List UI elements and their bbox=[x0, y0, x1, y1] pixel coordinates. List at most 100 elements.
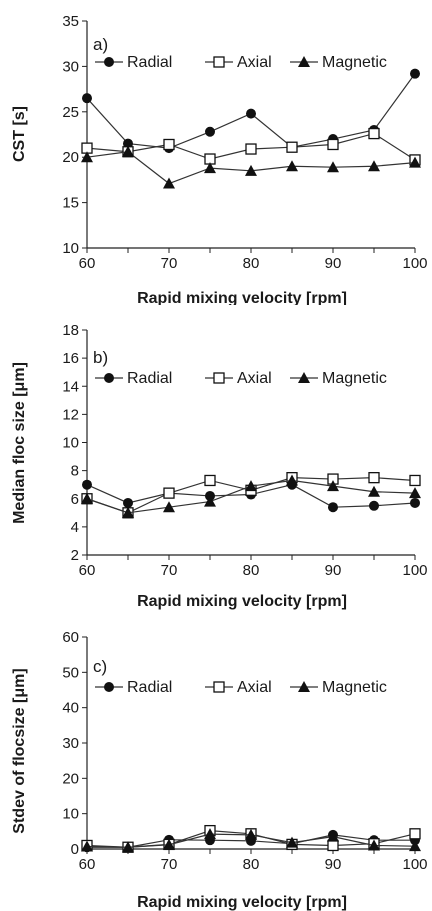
chart-b-y-tick-label: 12 bbox=[62, 406, 79, 423]
chart-b-magnetic-point bbox=[245, 480, 257, 492]
chart-b-y-tick-label: 4 bbox=[71, 519, 79, 536]
chart-b-magnetic-point bbox=[286, 474, 298, 486]
chart-b-y-tick-label: 2 bbox=[71, 547, 79, 564]
chart-a-magnetic-point bbox=[81, 151, 93, 163]
chart-c-x-tick-label: 90 bbox=[325, 856, 342, 873]
chart-a-x-tick-label: 70 bbox=[161, 255, 178, 272]
panel-c-label: c) bbox=[93, 657, 107, 676]
chart-a-y-tick-label: 20 bbox=[62, 149, 79, 166]
chart-b-y-tick-label: 10 bbox=[62, 435, 79, 452]
chart-c-y-tick-label: 40 bbox=[62, 700, 79, 717]
chart-c-axial-point bbox=[409, 828, 421, 840]
chart-a-x-tick-label: 60 bbox=[79, 255, 96, 272]
chart-b-x-tick-label: 80 bbox=[243, 562, 260, 579]
chart-panel-c: c) Rapid mixing velocity [rpm] Stdev of … bbox=[0, 615, 432, 911]
chart-c-magnetic-point bbox=[81, 840, 93, 852]
chart-a-magnetic-point bbox=[122, 145, 134, 157]
chart-b-y-tick-label: 6 bbox=[71, 491, 79, 508]
chart-a-axial-point bbox=[163, 138, 175, 151]
chart-a-axial-point bbox=[327, 138, 339, 151]
chart-b-legend-marker bbox=[213, 372, 225, 384]
chart-b-y-tick-label: 18 bbox=[62, 322, 79, 339]
chart-a-y-tick-label: 30 bbox=[62, 58, 79, 75]
chart-a-axial-point bbox=[368, 127, 380, 140]
chart-b-radial-point bbox=[328, 502, 338, 513]
chart-c-legend-label: Axial bbox=[237, 679, 272, 696]
chart-b-axial-point bbox=[368, 472, 380, 484]
chart-a-legend-label: Axial bbox=[237, 54, 272, 71]
chart-b-x-tick-label: 70 bbox=[161, 562, 178, 579]
chart-c-magnetic-point bbox=[204, 828, 216, 840]
chart-c-y-tick-label: 50 bbox=[62, 664, 79, 681]
chart-c-magnetic-point bbox=[122, 841, 134, 853]
chart-a-magnetic-point bbox=[368, 160, 380, 172]
chart-a-svg: a) Rapid mixing velocity [rpm] CST [s] 1… bbox=[11, 13, 428, 305]
chart-a-legend-marker bbox=[298, 56, 310, 67]
chart-a-legend-marker bbox=[104, 57, 114, 67]
chart-c-magnetic-point bbox=[409, 840, 421, 852]
chart-c-magnetic-point bbox=[286, 836, 298, 848]
chart-b-xlabel: Rapid mixing velocity [rpm] bbox=[137, 593, 347, 610]
chart-b-legend-label: Magnetic bbox=[322, 370, 387, 387]
chart-b-ylabel: Median floc size [μm] bbox=[11, 362, 28, 524]
chart-b-magnetic-point bbox=[409, 487, 421, 499]
panel-a-label: a) bbox=[93, 35, 108, 54]
chart-b-axial-point bbox=[163, 487, 175, 499]
chart-c-x-tick-label: 80 bbox=[243, 856, 260, 873]
chart-a-xlabel: Rapid mixing velocity [rpm] bbox=[137, 290, 347, 305]
chart-a-y-tick-label: 15 bbox=[62, 195, 79, 212]
chart-c-ylabel: Stdev of flocsize [μm] bbox=[11, 668, 28, 833]
chart-panel-a: a) Rapid mixing velocity [rpm] CST [s] 1… bbox=[0, 0, 432, 305]
chart-b-x-tick-label: 100 bbox=[402, 562, 427, 579]
chart-a-ylabel: CST [s] bbox=[11, 106, 28, 162]
chart-a-axial-point bbox=[245, 143, 257, 155]
chart-c-y-tick-label: 20 bbox=[62, 770, 79, 787]
chart-c-x-tick-label: 60 bbox=[79, 856, 96, 873]
chart-c-legend-marker bbox=[298, 681, 310, 692]
chart-b-legend-marker bbox=[104, 373, 114, 383]
chart-a-x-tick-label: 80 bbox=[243, 255, 260, 272]
chart-b-magnetic-point bbox=[327, 480, 339, 492]
chart-c-y-tick-label: 10 bbox=[62, 806, 79, 823]
chart-c-y-tick-label: 60 bbox=[62, 629, 79, 646]
chart-a-magnetic-point bbox=[327, 161, 339, 173]
chart-a-y-tick-label: 35 bbox=[62, 13, 79, 30]
chart-b-legend-label: Axial bbox=[237, 370, 272, 387]
chart-a-legend-marker bbox=[213, 56, 225, 68]
chart-c-axial-point bbox=[327, 839, 339, 852]
chart-a-radial-point bbox=[123, 138, 133, 149]
chart-a-radial-point bbox=[246, 108, 256, 119]
chart-a-legend-label: Radial bbox=[127, 54, 172, 71]
chart-a-magnetic-point bbox=[163, 177, 175, 189]
chart-b-y-tick-label: 14 bbox=[62, 378, 79, 395]
chart-b-axial-point bbox=[409, 474, 421, 487]
chart-b-magnetic-point bbox=[368, 485, 380, 497]
chart-b-axial-point bbox=[204, 474, 216, 487]
chart-c-legend-marker bbox=[213, 681, 225, 693]
chart-a-radial-point bbox=[205, 126, 215, 137]
chart-c-x-tick-label: 70 bbox=[161, 856, 178, 873]
chart-a-y-tick-label: 10 bbox=[62, 240, 79, 257]
chart-a-x-tick-label: 90 bbox=[325, 255, 342, 272]
chart-a-magnetic-point bbox=[204, 162, 216, 174]
chart-c-y-tick-label: 30 bbox=[62, 735, 79, 752]
chart-b-magnetic-point bbox=[122, 506, 134, 518]
chart-b-magnetic-point bbox=[204, 495, 216, 507]
chart-a-x-tick-label: 100 bbox=[402, 255, 427, 272]
chart-a-magnetic-point bbox=[286, 160, 298, 172]
chart-a-axial-point bbox=[286, 141, 298, 153]
chart-b-y-tick-label: 16 bbox=[62, 350, 79, 367]
chart-c-y-tick-label: 0 bbox=[71, 841, 79, 858]
chart-a-radial-point bbox=[82, 93, 92, 104]
chart-a-magnetic-point bbox=[245, 164, 257, 176]
chart-a-legend-label: Magnetic bbox=[322, 54, 387, 71]
chart-c-xlabel: Rapid mixing velocity [rpm] bbox=[137, 894, 347, 911]
chart-c-magnetic-point bbox=[245, 828, 257, 840]
chart-c-magnetic-point bbox=[327, 830, 339, 842]
chart-b-radial-point bbox=[82, 479, 92, 490]
chart-c-x-tick-label: 100 bbox=[402, 856, 427, 873]
chart-b-magnetic-point bbox=[163, 501, 175, 513]
chart-b-x-tick-label: 60 bbox=[79, 562, 96, 579]
chart-c-legend-marker bbox=[104, 682, 114, 692]
chart-c-svg: c) Rapid mixing velocity [rpm] Stdev of … bbox=[11, 629, 428, 911]
